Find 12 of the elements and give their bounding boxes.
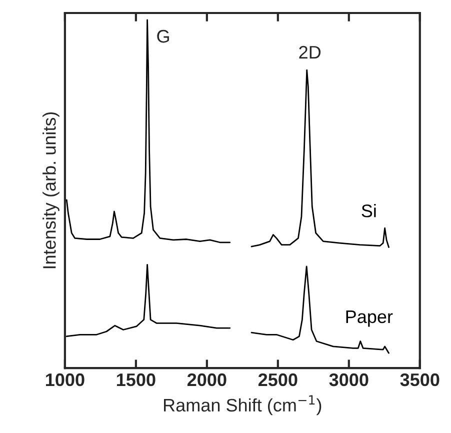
y-axis-title: Intensity (arb. units): [42, 112, 60, 268]
x-tick-label: 3500: [400, 373, 440, 386]
series-label: Paper: [346, 310, 393, 327]
x-tick-label: 2000: [187, 373, 226, 386]
x-tick-label: 2500: [258, 373, 298, 386]
annotation: 2D: [299, 46, 321, 58]
x-axis-title: Raman Shift (cm$^{−1}$): [164, 395, 322, 416]
x-tick-label: 3000: [329, 373, 368, 386]
series-label: Si: [362, 204, 376, 218]
x-tick-label: 1000: [46, 373, 84, 386]
x-tick-label: 1500: [116, 373, 156, 386]
annotation: G: [157, 30, 169, 43]
